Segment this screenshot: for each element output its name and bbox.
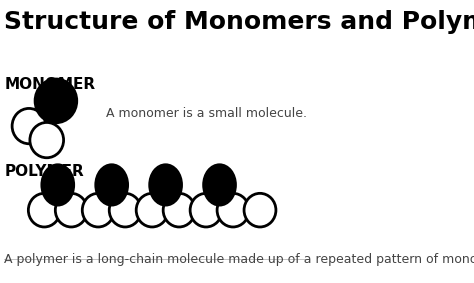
Ellipse shape — [42, 165, 73, 205]
Ellipse shape — [30, 123, 64, 158]
Ellipse shape — [204, 165, 236, 205]
Ellipse shape — [82, 193, 114, 227]
Ellipse shape — [35, 79, 77, 123]
Text: Structure of Monomers and Polymers: Structure of Monomers and Polymers — [4, 10, 474, 34]
Ellipse shape — [136, 193, 168, 227]
Ellipse shape — [163, 193, 195, 227]
Ellipse shape — [217, 193, 249, 227]
Ellipse shape — [190, 193, 222, 227]
Ellipse shape — [96, 165, 128, 205]
Ellipse shape — [55, 193, 87, 227]
Text: A monomer is a small molecule.: A monomer is a small molecule. — [106, 107, 307, 120]
Text: POLYMER: POLYMER — [4, 164, 84, 179]
Ellipse shape — [109, 193, 141, 227]
Ellipse shape — [28, 193, 60, 227]
Ellipse shape — [244, 193, 276, 227]
Ellipse shape — [12, 108, 46, 144]
Text: A polymer is a long-chain molecule made up of a repeated pattern of monomers.: A polymer is a long-chain molecule made … — [4, 253, 474, 266]
Ellipse shape — [150, 165, 182, 205]
Text: MONOMER: MONOMER — [4, 77, 96, 92]
